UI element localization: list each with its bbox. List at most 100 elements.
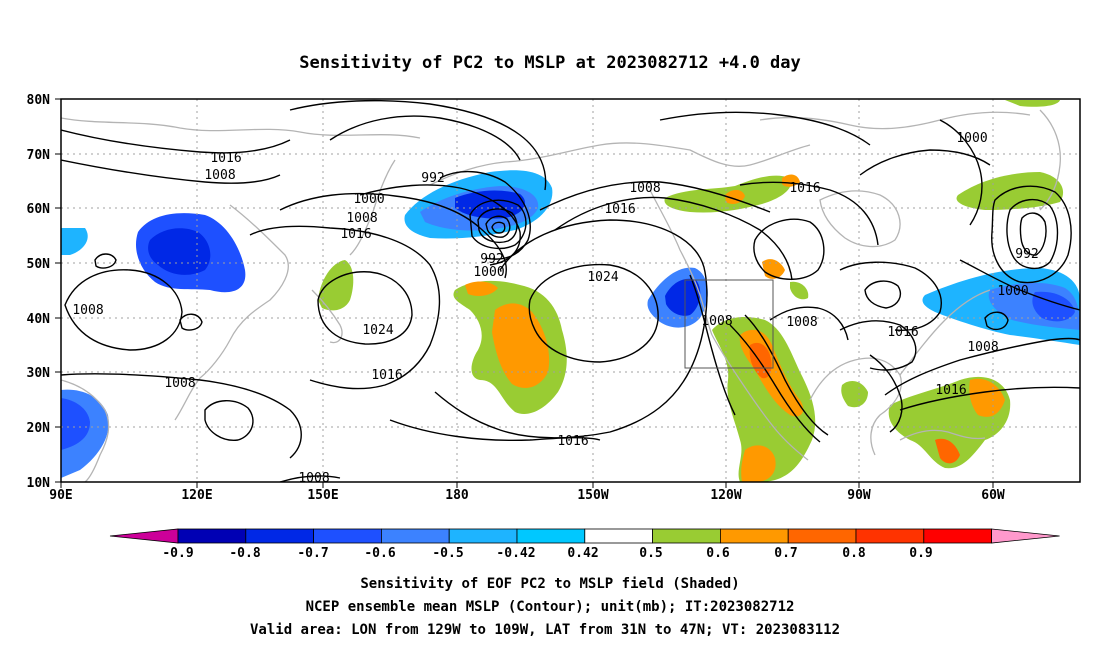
colorbar-cell: [584, 528, 653, 544]
lon-labels: 90E 120E 150E 180 150W 120W 90W 60W: [49, 488, 1005, 503]
contour-992-north: [329, 115, 521, 161]
contour-label: 992: [480, 252, 503, 267]
contour-1008-west-us: [689, 274, 736, 416]
colorbar-cell: [448, 528, 518, 544]
contour-label: 1008: [72, 303, 103, 318]
contour-label: 1008: [346, 211, 377, 226]
contour-label: 1016: [935, 383, 966, 398]
colorbar-label: 0.8: [842, 546, 866, 561]
contour-1000-atlantic-s: [959, 259, 1080, 311]
contour-label: 1016: [604, 202, 635, 217]
colorbar-label: -0.5: [432, 546, 463, 561]
coast-siberia-north: [61, 117, 421, 139]
lat-label: 50N: [27, 257, 51, 272]
colorbar-cell: [516, 528, 586, 544]
footer-line-3: Valid area: LON from 129W to 109W, LAT f…: [250, 622, 840, 638]
colorbar-cell: [720, 528, 789, 544]
lon-label: 180: [445, 488, 469, 503]
lat-label: 80N: [27, 93, 51, 108]
colorbar-cell: [923, 528, 992, 544]
contour-1008-asia-ring: [64, 269, 183, 351]
contour-label: 1008: [967, 340, 998, 355]
contour-low-ring4: [491, 221, 506, 234]
lon-label: 120E: [181, 488, 212, 503]
contour-ring-asia2: [94, 253, 117, 269]
colorbar-labels: -0.9 -0.8 -0.7 -0.6 -0.5 -0.42 0.42 0.5 …: [162, 546, 932, 561]
contour-1008-northwest: [61, 159, 281, 184]
contour-label: 1016: [789, 181, 820, 196]
graticule: [61, 99, 1080, 482]
contour-1008-bottom: [279, 475, 341, 482]
colorbar-cell: [855, 528, 925, 544]
shade-neg-sw-core: [61, 398, 90, 450]
footer-line-1: Sensitivity of EOF PC2 to MSLP field (Sh…: [360, 576, 739, 592]
lon-label: 150W: [577, 488, 608, 503]
colorbar-cell: [177, 528, 247, 544]
colorbar-label: 0.7: [774, 546, 797, 561]
contour-1008-atlantic: [884, 337, 1080, 396]
colorbar-cell: [245, 528, 315, 544]
contour-1024-centralpac: [528, 263, 659, 363]
contour-trough-2: [744, 314, 829, 436]
contour-1016-westpac: [249, 225, 441, 390]
contour-labels: 1016 1008 992 1000 1008 1016 992 1000 10…: [72, 131, 1038, 486]
contour-1016-atlantic: [839, 320, 917, 371]
colorbar-arrow-low: [109, 528, 179, 544]
map-frame: [60, 98, 1081, 483]
contour-1000-aleutian: [359, 184, 521, 266]
contour-low-ring3: [485, 215, 511, 238]
contour-label: 1008: [298, 471, 329, 486]
colorbar-label: -0.7: [297, 546, 328, 561]
map-panel: 1016 1008 992 1000 1008 1016 992 1000 10…: [27, 93, 1081, 503]
contour-ring-asia3: [179, 313, 203, 331]
contour-north-swirl: [289, 99, 547, 191]
colorbar-cells: [109, 528, 1060, 544]
lon-label: 150E: [307, 488, 338, 503]
contour-low-atlantic1: [991, 185, 1072, 284]
colorbar-label: -0.42: [496, 546, 535, 561]
shade-pos-central-pacific-orange: [492, 303, 550, 388]
coast-sea-coast: [61, 379, 110, 482]
shade-neg-west-edge: [61, 228, 88, 255]
contour-label: 1016: [371, 368, 402, 383]
lon-label: 60W: [981, 488, 1005, 503]
colorbar-label: -0.9: [162, 546, 193, 561]
lat-label: 10N: [27, 476, 51, 491]
contour-ring-atl-s: [984, 311, 1009, 331]
contour-ring-canada: [753, 218, 825, 280]
colorbar-cell: [652, 528, 721, 544]
coast-mexico-west: [711, 334, 809, 461]
contour-low-ring2: [477, 208, 518, 244]
contour-1016-northwest: [61, 129, 291, 154]
coastlines: [61, 109, 1061, 482]
contour-1016-northamerica: [739, 181, 879, 246]
lat-label: 70N: [27, 148, 51, 163]
colorbar-cell: [313, 528, 382, 544]
contour-label: 1016: [210, 151, 241, 166]
footer: Sensitivity of EOF PC2 to MSLP field (Sh…: [250, 576, 840, 638]
shade-pos-caribbean-orange2: [935, 438, 960, 464]
contour-low-atlantic3: [1019, 212, 1047, 256]
coast-hudson: [819, 190, 901, 248]
colorbar-label: -0.6: [364, 546, 395, 561]
colorbar-cell: [787, 528, 857, 544]
contour-1016-atlantic-s: [899, 386, 1080, 411]
contour-trough-1: [729, 324, 821, 443]
colorbar-label: 0.5: [639, 546, 662, 561]
contour-label: 1016: [340, 227, 371, 242]
contour-1016-bottom: [389, 419, 601, 442]
lat-label: 60N: [27, 202, 51, 217]
contour-1008-sw: [61, 373, 302, 459]
contour-1024-westpac: [317, 271, 413, 345]
coast-caribbean: [899, 429, 986, 441]
contour-low-ring1: [469, 199, 527, 250]
mslp-contours: [61, 99, 1080, 482]
coast-japan: [311, 289, 343, 344]
colorbar-arrow-high: [991, 528, 1060, 544]
footer-line-2: NCEP ensemble mean MSLP (Contour); unit(…: [306, 599, 795, 615]
contour-label: 1024: [587, 270, 618, 285]
coast-alaska: [429, 142, 811, 186]
lat-label: 40N: [27, 312, 51, 327]
coast-us-east: [899, 289, 991, 376]
shade-neg-uswest-core: [665, 278, 701, 316]
